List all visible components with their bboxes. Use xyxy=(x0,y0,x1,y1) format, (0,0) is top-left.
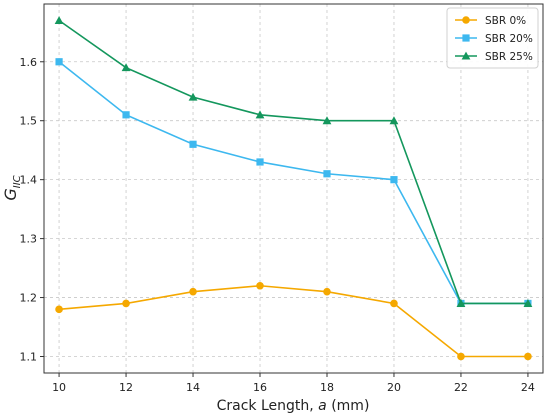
x-tick-label: 10 xyxy=(52,381,66,394)
series-square xyxy=(55,58,532,308)
x-tick-label: 16 xyxy=(253,381,267,394)
data-point xyxy=(121,63,131,72)
data-point xyxy=(323,170,331,178)
data-point xyxy=(54,16,64,25)
data-point xyxy=(524,352,532,361)
legend-item: SBR 0% xyxy=(455,15,526,27)
x-tick-label: 20 xyxy=(387,381,401,394)
y-tick-label: 1.3 xyxy=(20,233,38,246)
y-axis-ticks: 1.1 1.2 1.3 1.4 1.5 1.6 xyxy=(20,56,44,363)
series-line xyxy=(58,19,528,305)
data-point xyxy=(390,299,398,308)
data-point xyxy=(256,158,264,166)
legend-label: SBR 20% xyxy=(485,33,533,45)
data-point xyxy=(189,287,197,296)
x-tick-label: 22 xyxy=(454,381,468,394)
legend-label: SBR 0% xyxy=(485,15,526,27)
x-tick-label: 18 xyxy=(320,381,334,394)
legend-marker xyxy=(462,16,470,24)
data-point xyxy=(456,299,466,307)
data-point xyxy=(323,287,331,296)
data-point xyxy=(389,116,399,125)
data-point xyxy=(457,352,465,361)
data-point xyxy=(523,299,533,307)
plot-frame xyxy=(43,3,544,374)
legend-label: SBR 25% xyxy=(485,51,533,63)
data-point xyxy=(188,92,198,101)
series-line xyxy=(58,61,528,305)
y-tick-label: 1.1 xyxy=(20,350,38,363)
data-point xyxy=(322,116,332,125)
y-tick-label: 1.5 xyxy=(20,115,38,128)
x-tick-label: 14 xyxy=(186,381,200,394)
legend: SBR 0% SBR 20% SBR 25% xyxy=(446,7,539,69)
data-point xyxy=(256,281,264,290)
series-layer xyxy=(54,16,533,361)
y-tick-label: 1.2 xyxy=(20,292,38,305)
data-point xyxy=(55,305,63,314)
legend-marker xyxy=(461,51,471,60)
x-tick-label: 24 xyxy=(521,381,535,394)
data-point xyxy=(255,110,265,119)
x-axis-ticks: 10 12 14 16 18 20 22 24 xyxy=(52,373,535,394)
x-tick-label: 12 xyxy=(119,381,133,394)
legend-marker xyxy=(462,34,470,42)
x-axis-label: Crack Length, a (mm) xyxy=(217,398,370,414)
y-tick-label: 1.4 xyxy=(20,174,38,187)
legend-item: SBR 25% xyxy=(455,51,533,63)
series-triangle xyxy=(54,16,533,307)
data-point xyxy=(55,58,63,66)
data-point xyxy=(122,111,130,119)
data-point xyxy=(122,299,130,308)
series-circle xyxy=(55,281,532,361)
series-line xyxy=(59,284,528,358)
y-tick-label: 1.6 xyxy=(20,56,38,69)
data-point xyxy=(390,176,398,184)
y-axis-label: GIIC xyxy=(1,175,23,200)
legend-box xyxy=(446,7,539,69)
legend-item: SBR 20% xyxy=(455,33,533,45)
data-point xyxy=(189,140,197,148)
